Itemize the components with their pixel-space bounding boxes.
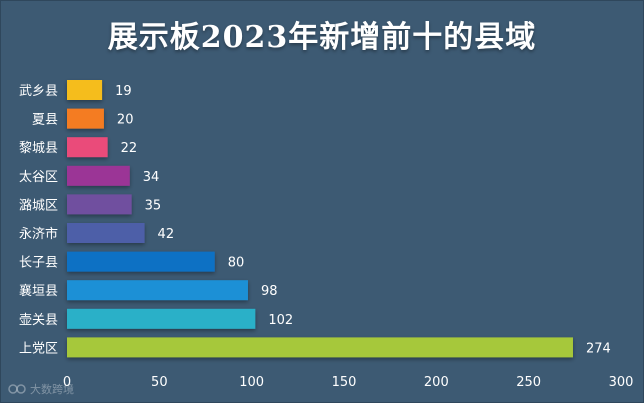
y-tick-label: 夏县	[32, 113, 58, 128]
y-tick-label: 永济市	[19, 226, 58, 242]
y-tick-label: 上党区	[19, 341, 58, 356]
x-tick-label: 50	[151, 375, 168, 390]
bar	[67, 108, 104, 129]
x-tick-label: 200	[424, 375, 449, 390]
bar	[67, 308, 256, 329]
data-label: 98	[261, 284, 278, 299]
y-tick-label: 壶关县	[19, 313, 58, 328]
data-label: 102	[268, 313, 293, 328]
y-tick-label: 襄垣县	[19, 283, 58, 299]
y-tick-label: 太谷区	[19, 170, 58, 185]
data-label: 35	[145, 198, 162, 213]
bar	[67, 165, 130, 186]
bar	[67, 280, 248, 301]
x-tick-label: 300	[609, 375, 634, 390]
y-tick-label: 黎城县	[19, 141, 58, 156]
bar	[67, 80, 103, 100]
x-tick-label: 150	[332, 375, 357, 390]
bar	[67, 337, 573, 358]
bar	[67, 194, 132, 215]
y-tick-label: 潞城区	[19, 198, 58, 213]
data-label: 274	[586, 341, 611, 356]
data-label: 42	[158, 227, 175, 242]
x-tick-label: 0	[63, 375, 71, 390]
data-label: 20	[117, 113, 134, 128]
y-tick-label: 武乡县	[19, 84, 58, 99]
x-tick-label: 100	[239, 375, 264, 390]
bar	[67, 223, 145, 243]
data-label: 34	[143, 170, 160, 185]
data-label: 80	[228, 256, 245, 271]
data-label: 19	[115, 84, 132, 99]
bar	[67, 137, 108, 158]
x-tick-label: 250	[516, 375, 541, 390]
data-label: 22	[121, 141, 138, 156]
y-tick-label: 长子县	[19, 256, 58, 271]
chart-title: 展示板2023年新增前十的县域	[107, 20, 537, 55]
bar	[67, 251, 215, 272]
watermark-text: 大数跨境	[30, 383, 74, 396]
watermark-logo-icon	[8, 384, 26, 394]
watermark: 大数跨境	[8, 381, 74, 397]
